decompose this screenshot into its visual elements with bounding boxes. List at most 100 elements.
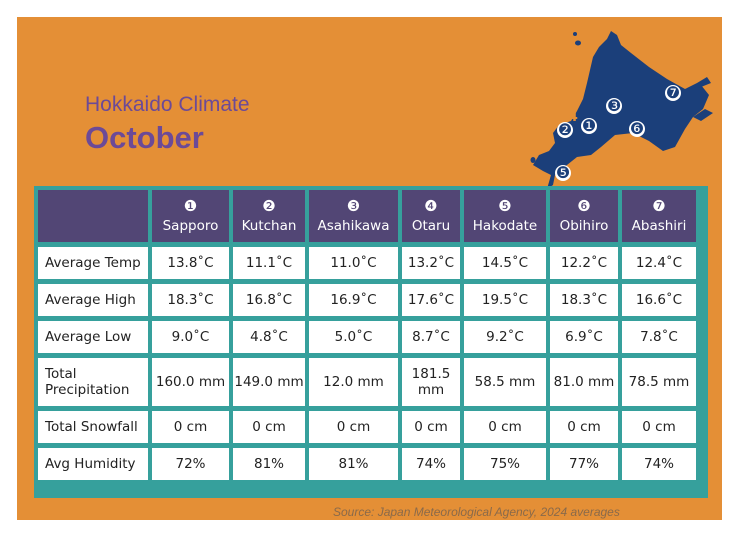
column-name: Abashiri bbox=[631, 218, 687, 234]
shiretoko-peninsula-shape bbox=[685, 77, 711, 89]
table-cell: 14.5˚C bbox=[464, 247, 546, 279]
table-cell: 9.0˚C bbox=[152, 321, 229, 353]
map-marker-4: 4 bbox=[568, 109, 578, 125]
table-cell: 16.8˚C bbox=[233, 284, 305, 316]
header-otaru: ❹ Otaru bbox=[402, 190, 460, 242]
rishiri-island-shape bbox=[575, 40, 581, 46]
table-cell: 0 cm bbox=[550, 411, 618, 443]
table-cell: 0 cm bbox=[622, 411, 696, 443]
table-cell: 0 cm bbox=[402, 411, 460, 443]
table-cell: 81% bbox=[233, 448, 305, 480]
header-abashiri: ❼ Abashiri bbox=[622, 190, 696, 242]
row-label: Avg Humidity bbox=[38, 448, 148, 480]
table-cell: 81% bbox=[309, 448, 398, 480]
table-cell: 0 cm bbox=[233, 411, 305, 443]
table-cell: 19.5˚C bbox=[464, 284, 546, 316]
table-cell: 16.6˚C bbox=[622, 284, 696, 316]
row-label: Average Temp bbox=[38, 247, 148, 279]
column-number: ❹ bbox=[424, 197, 438, 215]
title-region: Hokkaido Climate bbox=[85, 93, 250, 116]
map-marker-1: ❶ bbox=[581, 116, 597, 135]
column-number: ❻ bbox=[577, 197, 591, 215]
hokkaido-island-shape bbox=[533, 31, 709, 189]
column-number: ❸ bbox=[346, 197, 361, 215]
table-row: Average Low 9.0˚C 4.8˚C 5.0˚C 8.7˚C 9.2˚… bbox=[38, 321, 696, 353]
climate-table-frame: ❶ Sapporo ❷ Kutchan ❸ Asahikawa ❹ Otaru ❺ Hak… bbox=[34, 186, 708, 498]
column-name: Otaru bbox=[411, 218, 451, 234]
table-cell: 0 cm bbox=[464, 411, 546, 443]
header-sapporo: ❶ Sapporo bbox=[152, 190, 229, 242]
row-label: Average High bbox=[38, 284, 148, 316]
kunashiri-island-shape bbox=[693, 109, 713, 121]
table-cell: 0 cm bbox=[152, 411, 229, 443]
table-cell: 11.1˚C bbox=[233, 247, 305, 279]
row-label: Average Low bbox=[38, 321, 148, 353]
table-cell: 17.6˚C bbox=[402, 284, 460, 316]
table-cell: 16.9˚C bbox=[309, 284, 398, 316]
table-cell: 11.0˚C bbox=[309, 247, 398, 279]
map-marker-7: ❼ bbox=[665, 83, 681, 102]
column-number: ❼ bbox=[652, 197, 666, 215]
header-corner bbox=[38, 190, 148, 242]
table-row: Average High 18.3˚C 16.8˚C 16.9˚C 17.6˚C… bbox=[38, 284, 696, 316]
table-cell: 160.0 mm bbox=[152, 358, 229, 406]
source-note: Source: Japan Meteorological Agency, 202… bbox=[333, 505, 620, 519]
svg-text:❷: ❷ bbox=[558, 120, 572, 139]
table-cell: 77% bbox=[550, 448, 618, 480]
table-cell: 81.0 mm bbox=[550, 358, 618, 406]
svg-text:❸: ❸ bbox=[607, 96, 621, 115]
map-marker-3: ❸ bbox=[606, 96, 622, 115]
okushiri-island-shape bbox=[530, 157, 536, 163]
title-month: October bbox=[85, 120, 204, 155]
table-cell: 74% bbox=[402, 448, 460, 480]
table-cell: 78.5 mm bbox=[622, 358, 696, 406]
table-cell: 181.5 mm bbox=[402, 358, 460, 406]
table-cell: 8.7˚C bbox=[402, 321, 460, 353]
column-number: ❶ bbox=[183, 197, 198, 215]
svg-text:❻: ❻ bbox=[630, 119, 644, 138]
column-name: Obihiro bbox=[559, 218, 609, 234]
table-cell: 13.8˚C bbox=[152, 247, 229, 279]
header-obihiro: ❻ Obihiro bbox=[550, 190, 618, 242]
table-cell: 13.2˚C bbox=[402, 247, 460, 279]
map-marker-5: ❺ bbox=[555, 163, 571, 182]
row-label: Total Snowfall bbox=[38, 411, 148, 443]
table-cell: 75% bbox=[464, 448, 546, 480]
header-row: ❶ Sapporo ❷ Kutchan ❸ Asahikawa ❹ Otaru ❺ Hak… bbox=[38, 190, 696, 242]
table-cell: 149.0 mm bbox=[233, 358, 305, 406]
map-marker-2: ❷ bbox=[557, 120, 573, 139]
table-row: Total Snowfall 0 cm 0 cm 0 cm 0 cm 0 cm … bbox=[38, 411, 696, 443]
svg-text:❺: ❺ bbox=[556, 163, 570, 182]
table-cell: 12.2˚C bbox=[550, 247, 618, 279]
header-asahikawa: ❸ Asahikawa bbox=[309, 190, 398, 242]
table-cell: 58.5 mm bbox=[464, 358, 546, 406]
hokkaido-map: ❶ ❷ ❸ 4 ❺ ❻ ❼ bbox=[530, 31, 713, 189]
table-cell: 5.0˚C bbox=[309, 321, 398, 353]
column-name: Sapporo bbox=[162, 218, 219, 234]
svg-text:❼: ❼ bbox=[666, 83, 680, 102]
table-cell: 18.3˚C bbox=[152, 284, 229, 316]
table-row: Total Precipitation 160.0 mm 149.0 mm 12… bbox=[38, 358, 696, 406]
header-kutchan: ❷ Kutchan bbox=[233, 190, 305, 242]
table-cell: 4.8˚C bbox=[233, 321, 305, 353]
row-label: Total Precipitation bbox=[38, 358, 148, 406]
column-name: Asahikawa bbox=[317, 218, 390, 234]
svg-text:4: 4 bbox=[568, 109, 578, 125]
table-cell: 0 cm bbox=[309, 411, 398, 443]
map-marker-6: ❻ bbox=[629, 119, 645, 138]
table-cell: 12.4˚C bbox=[622, 247, 696, 279]
table-row: Average Temp 13.8˚C 11.1˚C 11.0˚C 13.2˚C… bbox=[38, 247, 696, 279]
table-cell: 6.9˚C bbox=[550, 321, 618, 353]
table-cell: 74% bbox=[622, 448, 696, 480]
rebun-island-shape bbox=[573, 32, 577, 36]
column-name: Kutchan bbox=[241, 218, 297, 234]
table-cell: 12.0 mm bbox=[309, 358, 398, 406]
climate-table: ❶ Sapporo ❷ Kutchan ❸ Asahikawa ❹ Otaru ❺ Hak… bbox=[34, 185, 700, 485]
table-cell: 18.3˚C bbox=[550, 284, 618, 316]
table-cell: 9.2˚C bbox=[464, 321, 546, 353]
table-row: Avg Humidity 72% 81% 81% 74% 75% 77% 74% bbox=[38, 448, 696, 480]
table-cell: 7.8˚C bbox=[622, 321, 696, 353]
column-name: Hakodate bbox=[472, 218, 538, 234]
svg-text:❶: ❶ bbox=[582, 116, 596, 135]
header-hakodate: ❺ Hakodate bbox=[464, 190, 546, 242]
